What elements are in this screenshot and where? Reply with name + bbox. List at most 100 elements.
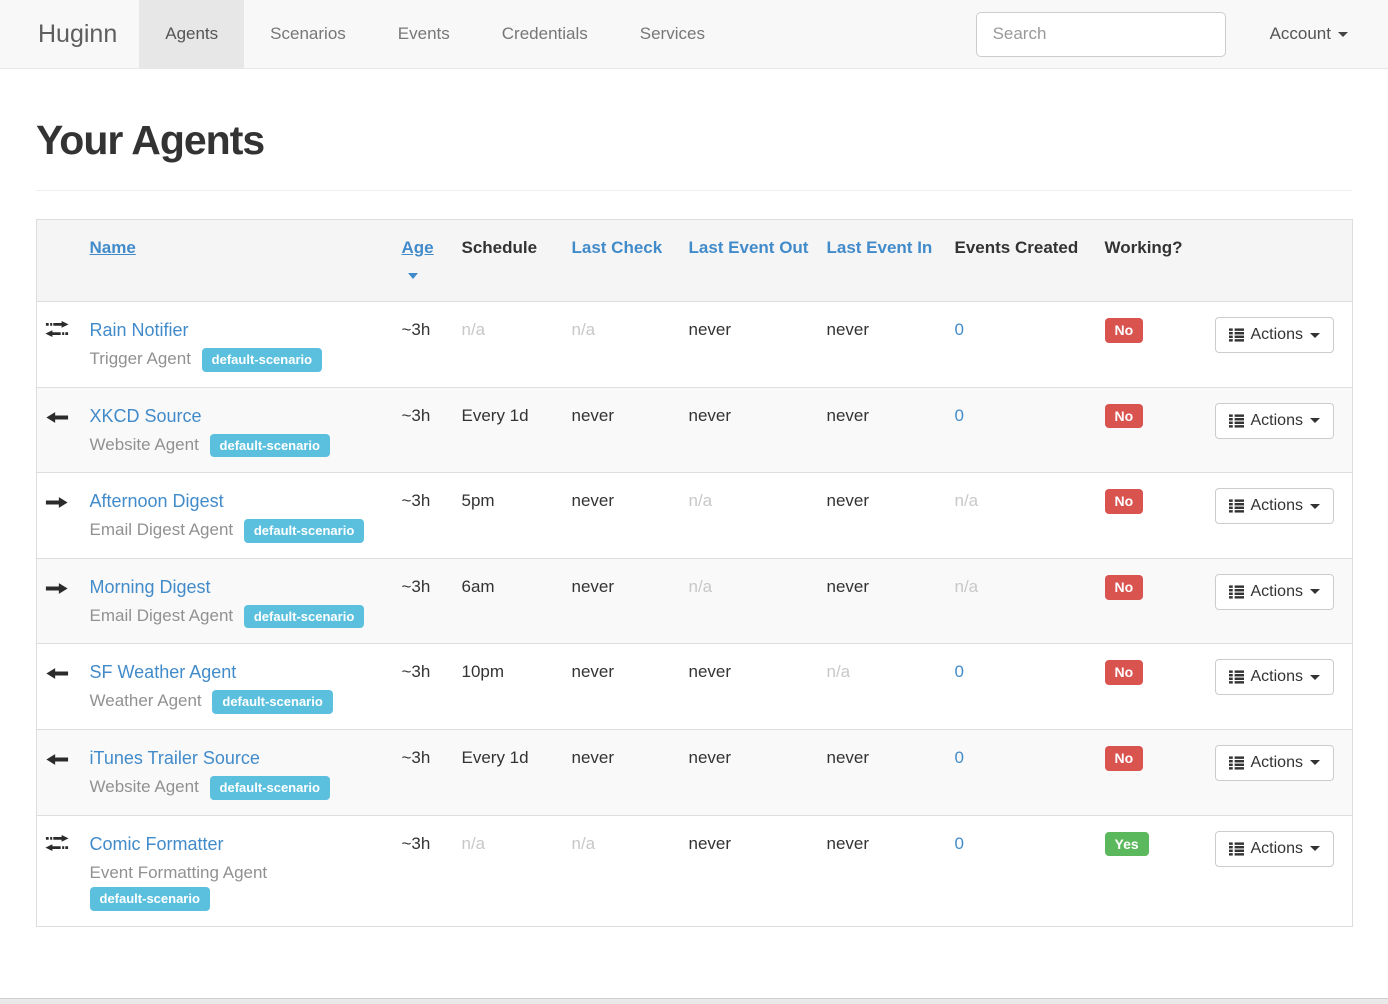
agent-type-label: Trigger Agent xyxy=(89,349,196,368)
working-status-badge: No xyxy=(1104,660,1144,686)
left-arrow-icon xyxy=(45,409,69,428)
nav-item-agents[interactable]: Agents xyxy=(139,0,245,68)
agent-table-row: Morning Digest Email Digest Agent defaul… xyxy=(36,558,1353,644)
age-cell: ~3h xyxy=(401,576,431,596)
working-status-badge: No xyxy=(1104,318,1144,343)
nav-item-credentials[interactable]: Credentials xyxy=(501,24,588,43)
age-cell: ~3h xyxy=(401,747,431,767)
last-check-cell: never xyxy=(571,405,615,425)
left-arrow-icon xyxy=(45,751,69,770)
agent-name-link[interactable]: XKCD Source xyxy=(89,405,202,426)
actions-dropdown-button[interactable]: Actions xyxy=(1214,573,1334,610)
events-created-link[interactable]: 0 xyxy=(954,320,964,339)
list-icon xyxy=(1228,670,1244,684)
list-icon xyxy=(1228,585,1244,599)
list-icon xyxy=(1228,499,1244,513)
list-icon xyxy=(1228,842,1244,856)
age-cell: ~3h xyxy=(401,662,431,682)
age-cell: ~3h xyxy=(401,320,431,339)
header-schedule: Schedule xyxy=(461,238,538,257)
chevron-down-icon xyxy=(1309,589,1320,595)
last-event-out-cell: n/a xyxy=(688,491,713,511)
header-sort-last-check[interactable]: Last Check xyxy=(571,238,663,257)
header-icon-column xyxy=(37,220,82,302)
agent-table-row: SF Weather Agent Weather Agent default-s… xyxy=(36,643,1353,730)
scenario-badge[interactable]: default-scenario xyxy=(243,519,365,543)
actions-dropdown-button[interactable]: Actions xyxy=(1214,402,1334,439)
agent-name-link[interactable]: Afternoon Digest xyxy=(89,491,224,512)
scenario-badge[interactable]: default-scenario xyxy=(243,604,365,629)
bidirectional-arrows-icon xyxy=(45,320,69,342)
age-cell: ~3h xyxy=(401,833,431,853)
agent-name-link[interactable]: Comic Formatter xyxy=(89,833,224,854)
nav-item-services[interactable]: Services xyxy=(639,24,705,43)
brand-huginn[interactable]: Huginn xyxy=(38,19,118,48)
schedule-cell: Every 1d xyxy=(461,747,529,767)
events-created-link[interactable]: 0 xyxy=(954,405,964,425)
account-label: Account xyxy=(1269,24,1331,43)
agent-type-label: Email Digest Agent xyxy=(89,520,238,540)
header-sort-age[interactable]: Age xyxy=(401,238,434,257)
scenario-badge[interactable]: default-scenario xyxy=(209,433,330,458)
search-input[interactable] xyxy=(975,11,1226,57)
left-arrow-icon xyxy=(45,665,69,684)
list-icon xyxy=(1228,756,1244,770)
nav-item-scenarios[interactable]: Scenarios xyxy=(270,24,346,43)
working-status-badge: No xyxy=(1104,403,1144,429)
primary-nav: Agents Scenarios Events Credentials Serv… xyxy=(139,0,731,68)
last-check-cell: never xyxy=(571,576,615,596)
header-actions-column xyxy=(1207,220,1353,302)
actions-dropdown-button[interactable]: Actions xyxy=(1214,830,1334,867)
working-status-badge: No xyxy=(1104,745,1144,771)
agent-name-link[interactable]: Morning Digest xyxy=(89,576,211,597)
actions-dropdown-button[interactable]: Actions xyxy=(1214,744,1334,781)
account-dropdown[interactable]: Account xyxy=(1270,24,1348,44)
page-title: Your Agents xyxy=(36,117,1352,191)
chevron-down-icon xyxy=(1309,760,1320,766)
actions-dropdown-button[interactable]: Actions xyxy=(1214,317,1334,353)
schedule-cell: 10pm xyxy=(461,662,505,682)
schedule-cell: n/a xyxy=(461,833,486,853)
agent-name-link[interactable]: iTunes Trailer Source xyxy=(89,747,260,768)
events-created-link[interactable]: 0 xyxy=(954,662,964,682)
agent-name-link[interactable]: SF Weather Agent xyxy=(89,662,237,683)
agent-type-label: Website Agent xyxy=(89,776,204,796)
actions-dropdown-button[interactable]: Actions xyxy=(1214,488,1334,525)
scenario-badge[interactable]: default-scenario xyxy=(89,887,210,911)
working-status-badge: No xyxy=(1104,489,1144,514)
age-cell: ~3h xyxy=(401,405,431,425)
header-sort-last-event-in[interactable]: Last Event In xyxy=(826,238,933,257)
agent-name-link[interactable]: Rain Notifier xyxy=(89,320,189,340)
working-status-badge: No xyxy=(1104,574,1144,600)
chevron-down-icon xyxy=(1338,31,1348,37)
agent-table-row: XKCD Source Website Agent default-scenar… xyxy=(36,387,1353,473)
scenario-badge[interactable]: default-scenario xyxy=(209,775,330,800)
last-event-in-cell: never xyxy=(826,747,870,767)
last-check-cell: n/a xyxy=(571,320,596,339)
scenario-badge[interactable]: default-scenario xyxy=(212,690,333,714)
last-check-cell: never xyxy=(571,662,615,682)
last-event-out-cell: n/a xyxy=(688,576,713,596)
chevron-down-icon xyxy=(1309,332,1320,338)
nav-item-events[interactable]: Events xyxy=(397,24,450,43)
age-cell: ~3h xyxy=(401,491,431,511)
events-created-link[interactable]: 0 xyxy=(954,747,964,767)
events-created-link[interactable]: n/a xyxy=(954,491,979,511)
header-sort-last-event-out[interactable]: Last Event Out xyxy=(688,238,809,257)
header-working: Working? xyxy=(1104,238,1183,257)
events-created-link[interactable]: 0 xyxy=(954,833,964,853)
agent-table-row: iTunes Trailer Source Website Agent defa… xyxy=(36,729,1353,816)
header-events-created: Events Created xyxy=(954,238,1079,257)
sort-desc-caret-icon xyxy=(407,272,418,279)
agents-table: Name Age Schedule Last Check Last Event … xyxy=(36,219,1353,927)
header-sort-name[interactable]: Name xyxy=(89,238,136,257)
agent-type-label: Weather Agent xyxy=(89,691,207,711)
last-check-cell: never xyxy=(571,747,615,767)
right-arrow-icon xyxy=(45,494,69,513)
chevron-down-icon xyxy=(1309,503,1320,509)
scenario-badge[interactable]: default-scenario xyxy=(201,348,323,372)
chevron-down-icon xyxy=(1309,846,1320,852)
schedule-cell: n/a xyxy=(461,320,486,339)
events-created-link[interactable]: n/a xyxy=(954,576,979,596)
actions-dropdown-button[interactable]: Actions xyxy=(1214,659,1334,696)
